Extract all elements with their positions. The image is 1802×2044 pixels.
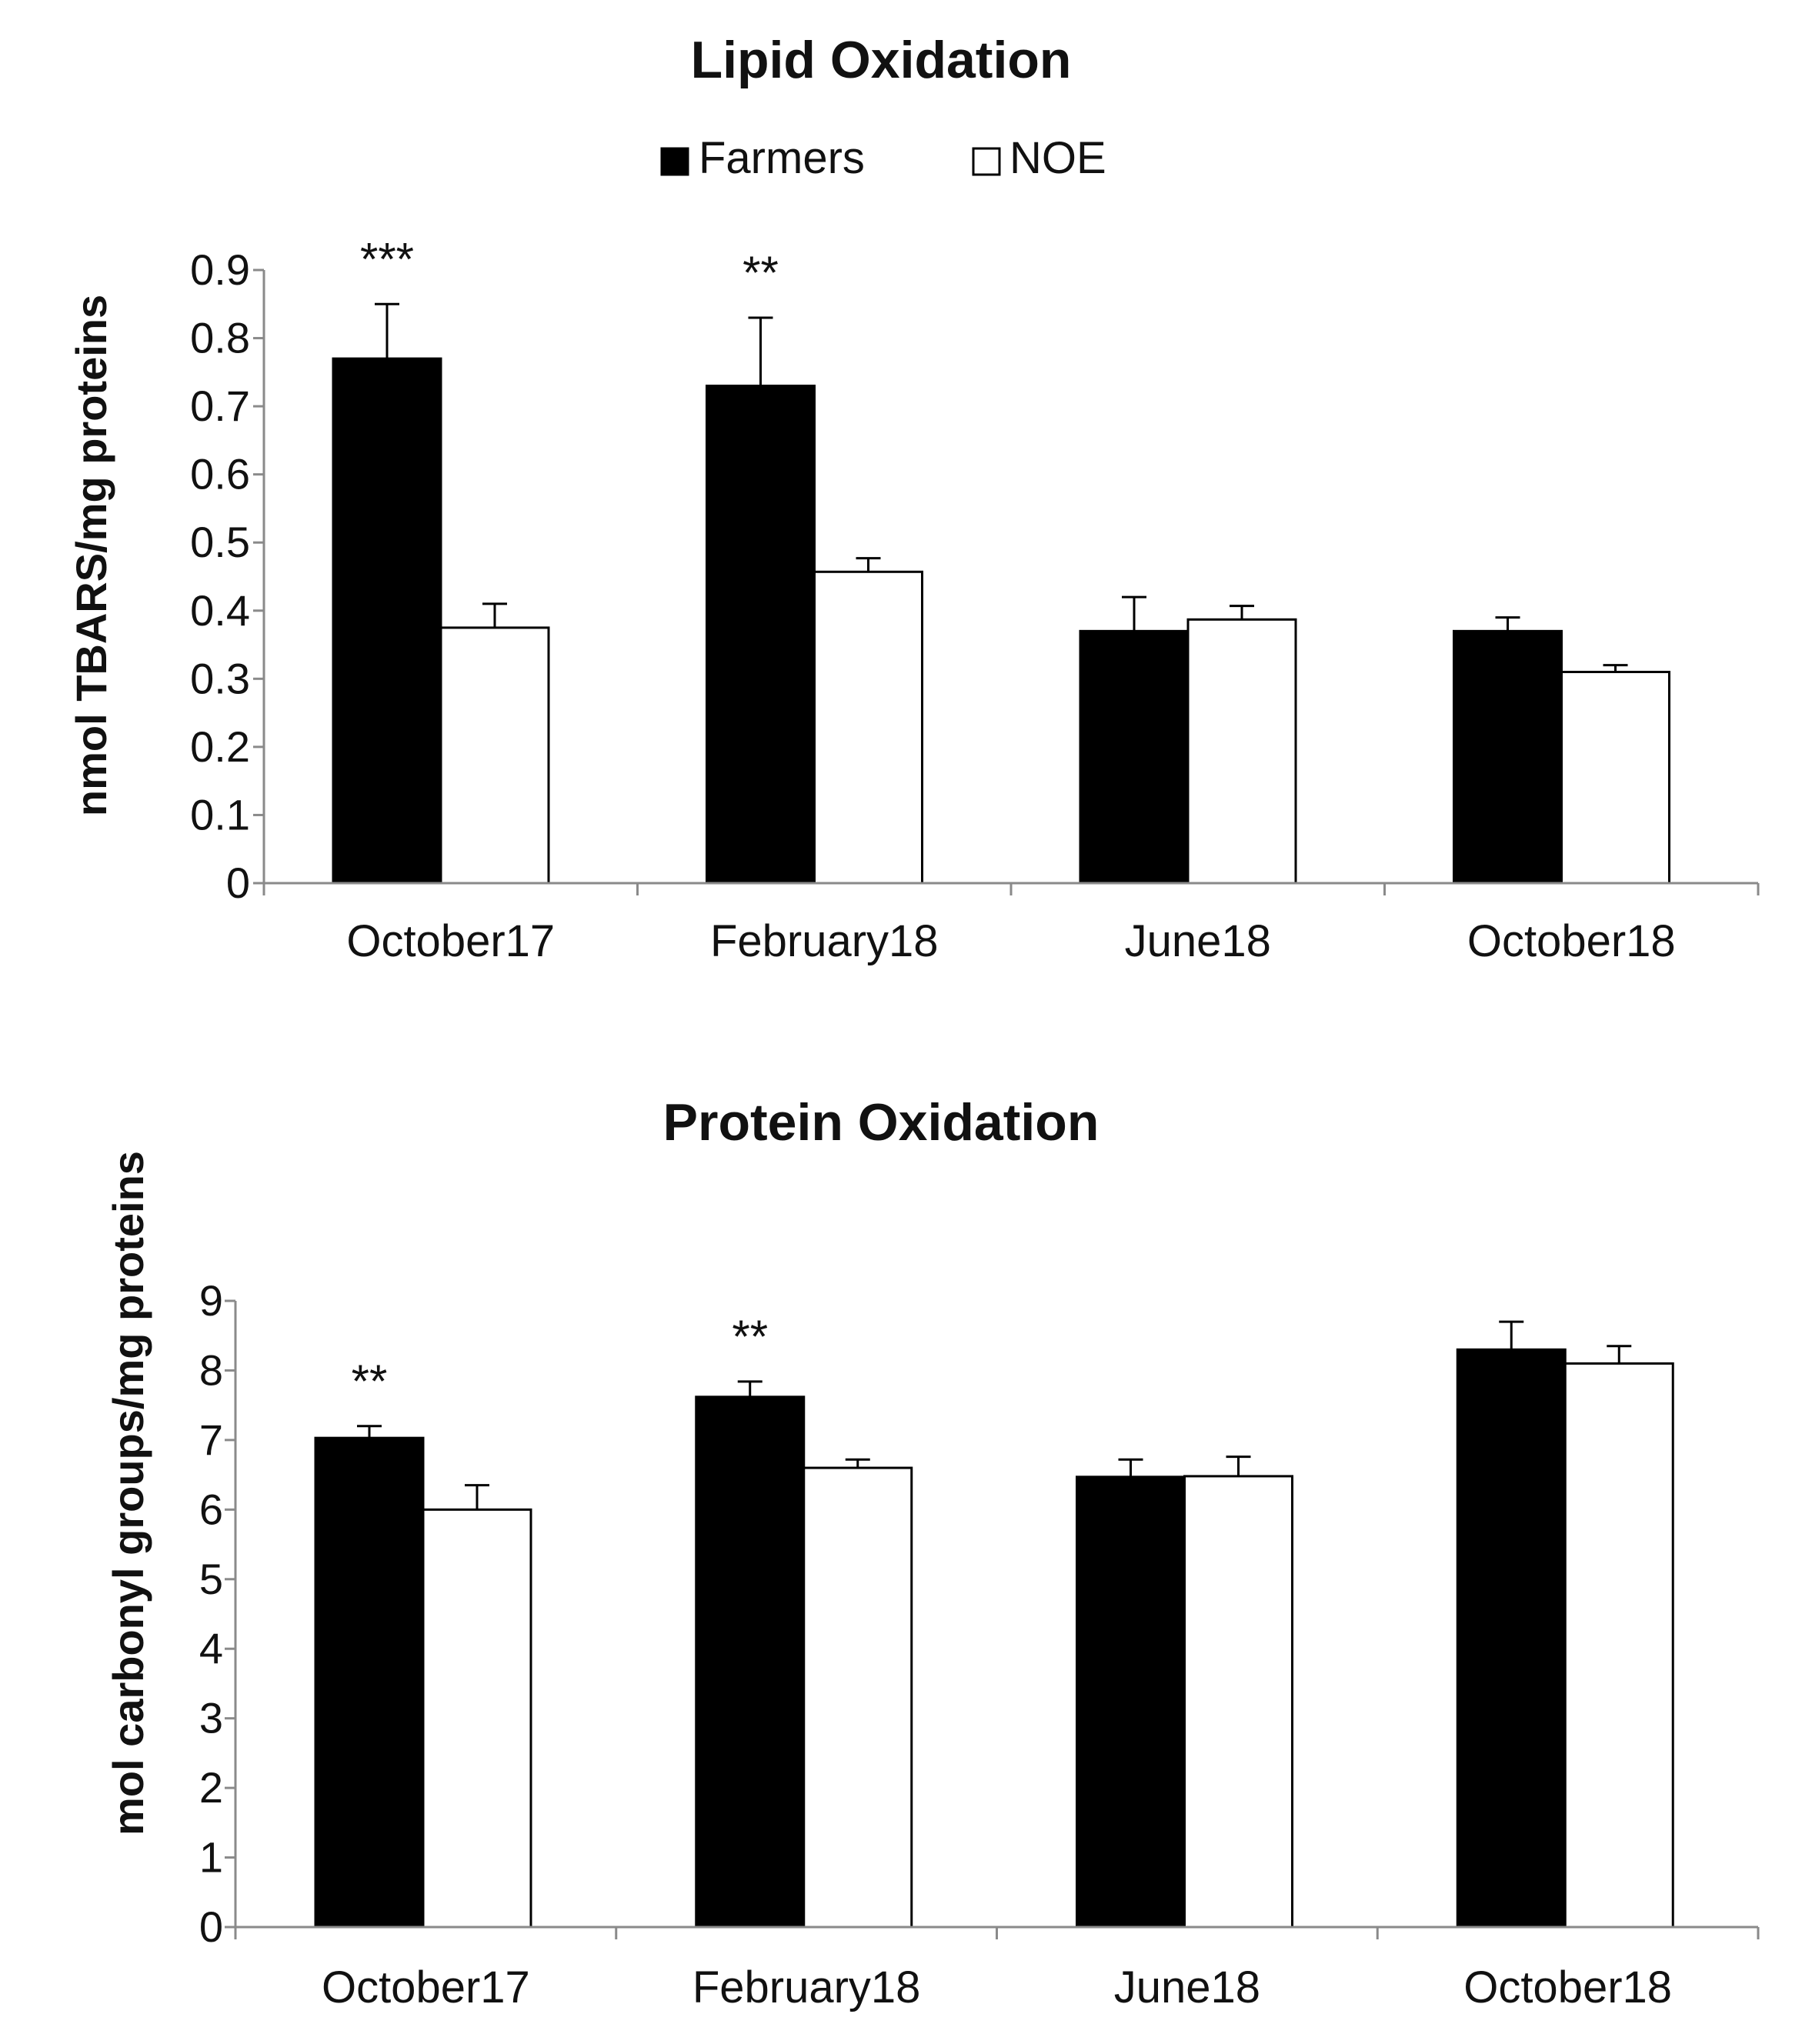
bar-farmers-october17 bbox=[314, 1436, 425, 1929]
y-tick-label: 2 bbox=[199, 1763, 223, 1812]
y-tick-label: 0.2 bbox=[190, 722, 250, 771]
y-tick-label: 0.7 bbox=[190, 382, 250, 430]
bar-farmers-february18 bbox=[695, 1395, 806, 1929]
bar-farmers-october18 bbox=[1453, 629, 1563, 885]
x-tick-label: October18 bbox=[1467, 916, 1676, 966]
legend-label-farmers: Farmers bbox=[699, 133, 865, 183]
bar-noe-february18 bbox=[813, 570, 923, 885]
bar-farmers-october18 bbox=[1456, 1348, 1567, 1929]
x-tick-label: June18 bbox=[1125, 916, 1271, 966]
y-tick-label: 6 bbox=[199, 1485, 223, 1533]
chart-title: Protein Oxidation bbox=[663, 1093, 1100, 1152]
x-tick-label: October17 bbox=[346, 916, 555, 966]
lipid-plot-area: *** **00.10.20.30.40.50.60.70.80.9October… bbox=[190, 233, 1760, 966]
y-tick-label: 0 bbox=[199, 1902, 223, 1951]
bar-noe-june18 bbox=[1183, 1475, 1293, 1929]
legend-swatch-noe bbox=[972, 147, 1001, 176]
bar-noe-june18 bbox=[1186, 618, 1297, 885]
lipid-oxidation-chart: Lipid Oxidation Farmers NOE nmol TBARS/m… bbox=[67, 31, 1760, 966]
y-tick-label: 3 bbox=[199, 1694, 223, 1742]
x-tick-label: June18 bbox=[1114, 1962, 1260, 2012]
bar-farmers-october17 bbox=[332, 357, 442, 885]
y-axis-label: mol carbonyl groups/mg proteins bbox=[104, 1151, 152, 1836]
significance-annotation: ** bbox=[732, 1311, 768, 1362]
y-tick-label: 0.8 bbox=[190, 314, 250, 362]
y-tick-label: 0.6 bbox=[190, 450, 250, 498]
y-tick-label: 5 bbox=[199, 1555, 223, 1603]
bar-noe-october17 bbox=[439, 626, 550, 885]
y-tick-label: 8 bbox=[199, 1345, 223, 1394]
x-tick-label: February18 bbox=[710, 916, 939, 966]
bar-farmers-february18 bbox=[706, 385, 816, 885]
x-tick-label: October17 bbox=[322, 1962, 530, 2012]
y-tick-label: 0.1 bbox=[190, 790, 250, 839]
y-tick-label: 0.3 bbox=[190, 654, 250, 702]
y-tick-label: 7 bbox=[199, 1415, 223, 1464]
bar-noe-october17 bbox=[422, 1508, 532, 1929]
legend-swatch-farmers bbox=[660, 147, 689, 176]
y-tick-label: 0.9 bbox=[190, 245, 250, 294]
y-axis-label: nmol TBARS/mg proteins bbox=[67, 295, 115, 816]
x-tick-label: October18 bbox=[1463, 1962, 1672, 2012]
significance-annotation: ** bbox=[352, 1355, 388, 1407]
chart-title: Lipid Oxidation bbox=[691, 31, 1072, 89]
bar-noe-october18 bbox=[1563, 1362, 1674, 1929]
significance-annotation: *** bbox=[360, 233, 414, 285]
legend: Farmers NOE bbox=[660, 133, 1106, 183]
bar-noe-february18 bbox=[803, 1466, 913, 1929]
y-tick-label: 0.5 bbox=[190, 518, 250, 566]
y-tick-label: 1 bbox=[199, 1833, 223, 1882]
y-tick-label: 4 bbox=[199, 1624, 223, 1672]
protein-plot-area: ** ** 0 1 2 3 4 5 6 7 8 9 October17 February18 June18 O… bbox=[199, 1276, 1760, 2012]
bar-farmers-june18 bbox=[1079, 629, 1190, 885]
x-tick-label: February18 bbox=[692, 1962, 921, 2012]
bar-farmers-june18 bbox=[1076, 1475, 1186, 1929]
bar-noe-october18 bbox=[1560, 670, 1670, 885]
y-tick-label: 9 bbox=[199, 1276, 223, 1325]
significance-annotation: ** bbox=[742, 247, 779, 298]
y-tick-label: 0.4 bbox=[190, 586, 250, 635]
protein-oxidation-chart: Protein Oxidation mol carbonyl groups/mg… bbox=[104, 1093, 1760, 2012]
y-tick-label: 0 bbox=[226, 859, 250, 907]
legend-label-noe: NOE bbox=[1009, 133, 1106, 183]
